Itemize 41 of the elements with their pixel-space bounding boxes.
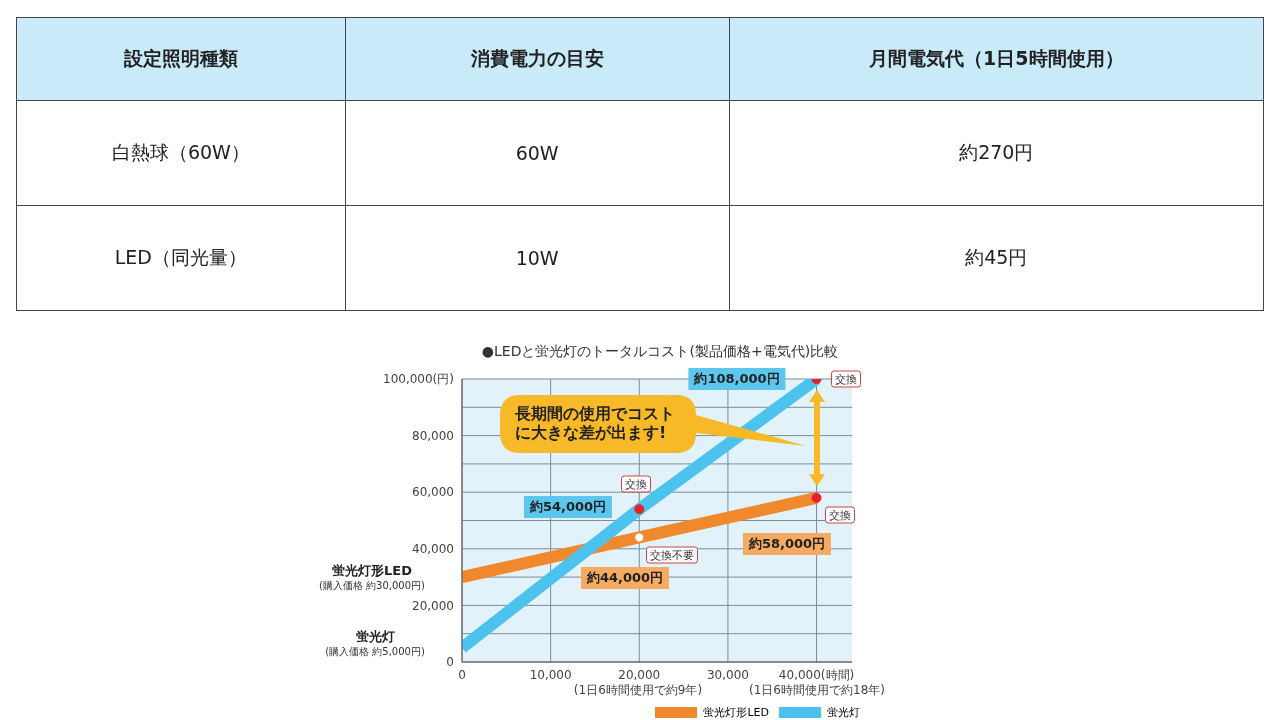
point (634, 532, 645, 543)
x-tick-label: 10,000 (529, 667, 572, 682)
x-tick-label: 0 (458, 667, 466, 682)
x-tick-label: 20,000 (618, 667, 661, 682)
text: LED（同光量） (16, 205, 346, 311)
chart-title: ●LEDと蛍光灯のトータルコスト(製品価格+電気代)比較 (480, 343, 840, 361)
text: (購入価格 約5,000円) (325, 645, 425, 659)
y-tick-label: 80,000 (412, 428, 454, 443)
text: (1日6時間使用で約18年) (749, 681, 885, 699)
annotation: 約44,000円 (586, 569, 664, 587)
annotation: 交換不要 (650, 547, 694, 563)
text: 消費電力の目安 (345, 17, 730, 101)
annotation: 約108,000円 (694, 370, 780, 388)
annotation: 長期間の使用でコストに大きな差が出ます! (515, 404, 676, 442)
legend-label: 蛍光灯形LED (703, 705, 769, 720)
text: (1日6時間使用で約9年) (573, 681, 703, 699)
text: 10W (345, 205, 730, 311)
text: 月間電気代（1日5時間使用） (729, 17, 1264, 101)
y-tick-label: 40,000 (412, 542, 454, 557)
y-tick-label: 0 (446, 655, 454, 670)
annotation: 約54,000円 (529, 498, 607, 516)
text: 60W (345, 100, 730, 206)
legend-label: 蛍光灯 (827, 705, 860, 720)
y-tick-label: 60,000 (412, 485, 454, 500)
x-tick-label: 40,000(時間) (778, 667, 855, 682)
point (811, 492, 822, 503)
text: 白熱球（60W） (16, 100, 346, 206)
text: 蛍光灯形LED (332, 562, 412, 580)
text: (購入価格 約30,000円) (319, 579, 425, 593)
text: 約45円 (729, 205, 1264, 311)
y-tick-label: 100,000(円) (383, 372, 454, 387)
text: 設定照明種類 (16, 17, 346, 101)
text: 蛍光灯 (355, 628, 395, 646)
point (634, 504, 645, 515)
annotation: 交換 (829, 507, 851, 523)
annotation: 交換 (625, 476, 647, 492)
annotation: 約58,000円 (748, 535, 826, 553)
text: 約270円 (729, 100, 1264, 206)
y-tick-label: 20,000 (412, 598, 454, 613)
annotation: 交換 (835, 371, 857, 387)
x-tick-label: 30,000 (706, 667, 749, 682)
